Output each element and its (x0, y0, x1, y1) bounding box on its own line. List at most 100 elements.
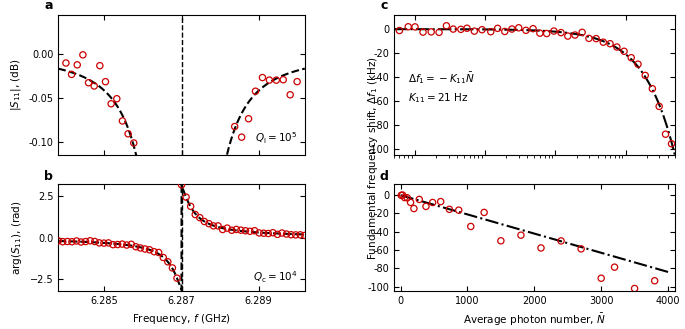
Point (418, 30, 429, 35)
Point (171, 275, 182, 281)
Point (295, 232, 306, 238)
Point (285, 92, 296, 97)
Text: b: b (45, 170, 53, 183)
Point (167, 265, 178, 270)
Point (575, 246, 586, 251)
Point (397, 192, 408, 198)
Point (396, 193, 407, 198)
Text: $K_{11} = 21$ Hz: $K_{11} = 21$ Hz (408, 91, 469, 105)
Point (222, 225, 233, 231)
Point (421, 204, 432, 209)
Point (598, 39, 609, 45)
Point (272, 232, 283, 237)
Point (653, 104, 664, 109)
Point (485, 29, 496, 34)
Point (405, 200, 416, 205)
Point (441, 23, 452, 28)
Point (72, 62, 83, 67)
Point (89, 83, 100, 89)
Point (95, 63, 105, 68)
Point (290, 232, 301, 238)
Point (632, 62, 643, 67)
Point (226, 228, 237, 233)
Point (605, 41, 616, 46)
Y-axis label: arg$(S_{11})$, (rad): arg$(S_{11})$, (rad) (10, 200, 24, 275)
Point (112, 96, 123, 101)
Text: c: c (381, 0, 388, 12)
Point (541, 31, 552, 36)
Point (203, 221, 214, 226)
Point (479, 210, 490, 215)
Point (66, 239, 77, 244)
Point (577, 30, 588, 35)
Point (144, 247, 155, 252)
Point (153, 250, 164, 255)
Point (562, 34, 573, 39)
Point (477, 27, 488, 32)
Point (612, 44, 623, 50)
Point (427, 200, 438, 205)
Point (149, 316, 160, 322)
Point (116, 241, 127, 247)
Point (112, 242, 123, 247)
Point (394, 28, 405, 33)
Point (176, 182, 187, 188)
Text: $Q_\mathrm{c} = 10^4$: $Q_\mathrm{c} = 10^4$ (253, 269, 297, 285)
Point (105, 101, 116, 106)
Point (629, 286, 640, 291)
Point (62, 239, 73, 244)
Point (134, 189, 145, 194)
Point (212, 223, 223, 229)
Text: Fundamental frequency shift, $\Delta f_1$ (kHz): Fundamental frequency shift, $\Delta f_1… (366, 56, 380, 260)
Point (243, 116, 254, 121)
Point (399, 195, 410, 200)
Point (130, 244, 141, 249)
Point (75, 240, 86, 245)
Point (414, 197, 425, 202)
Point (135, 245, 146, 251)
Point (94, 240, 105, 245)
Point (140, 246, 151, 252)
Point (584, 36, 595, 41)
Point (253, 230, 264, 236)
Point (123, 131, 134, 137)
Point (158, 255, 169, 260)
Point (236, 228, 247, 233)
Point (281, 231, 292, 237)
Point (162, 259, 173, 265)
Point (499, 29, 510, 34)
Point (625, 55, 636, 60)
Point (453, 208, 464, 213)
Point (402, 195, 413, 200)
Point (513, 25, 524, 30)
Point (199, 219, 210, 224)
Point (263, 231, 274, 236)
Point (456, 27, 466, 32)
Point (190, 212, 201, 217)
Point (660, 132, 671, 137)
Point (267, 230, 278, 235)
X-axis label: Average photon number, $\bar{N}$: Average photon number, $\bar{N}$ (463, 312, 606, 328)
Point (403, 24, 414, 29)
Point (85, 238, 96, 243)
Point (83, 80, 94, 85)
Point (208, 223, 219, 229)
Point (185, 204, 196, 209)
Y-axis label: $|S_{11}|$, (dB): $|S_{11}|$, (dB) (9, 59, 23, 111)
Point (666, 141, 677, 146)
Point (448, 26, 459, 32)
Point (495, 238, 506, 243)
Point (527, 26, 538, 31)
Point (536, 245, 547, 251)
Point (66, 72, 77, 77)
Point (534, 31, 545, 36)
Point (181, 194, 192, 200)
Point (469, 29, 479, 34)
Point (108, 242, 119, 247)
Point (292, 79, 303, 84)
Point (271, 78, 282, 83)
Point (100, 79, 111, 84)
Point (278, 77, 289, 82)
Point (103, 240, 114, 245)
Point (195, 215, 206, 220)
